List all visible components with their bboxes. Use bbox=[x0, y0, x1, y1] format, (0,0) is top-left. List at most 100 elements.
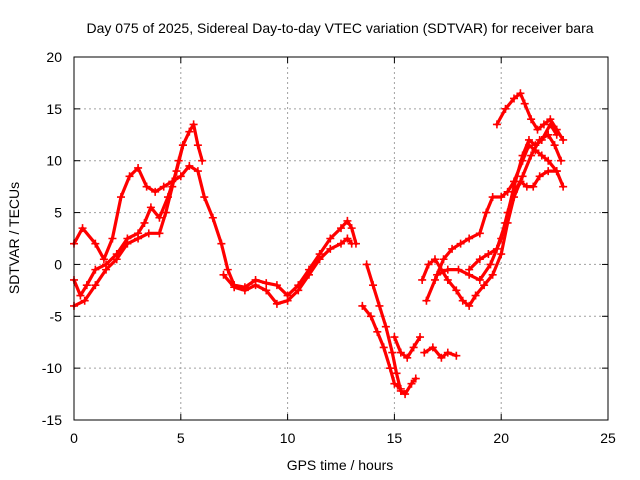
data-point bbox=[198, 156, 207, 165]
data-point bbox=[343, 234, 352, 243]
data-point bbox=[465, 265, 474, 274]
data-point bbox=[452, 286, 461, 295]
y-tick-label: -10 bbox=[42, 360, 62, 376]
data-point bbox=[443, 265, 452, 274]
data-point bbox=[492, 244, 501, 253]
data-point bbox=[418, 275, 427, 284]
series-sat-track-5 bbox=[362, 260, 420, 399]
data-point bbox=[520, 99, 529, 108]
data-point bbox=[465, 234, 474, 243]
data-point bbox=[78, 224, 87, 233]
data-point bbox=[208, 213, 217, 222]
data-point bbox=[428, 343, 437, 352]
data-point bbox=[347, 239, 356, 248]
data-point bbox=[456, 239, 465, 248]
data-point bbox=[373, 327, 382, 336]
data-point bbox=[200, 193, 209, 202]
data-point bbox=[452, 351, 461, 360]
data-point bbox=[411, 374, 420, 383]
data-point bbox=[82, 281, 91, 290]
data-point bbox=[531, 141, 540, 150]
data-point bbox=[516, 89, 525, 98]
data-point bbox=[151, 187, 160, 196]
y-tick-label: 15 bbox=[46, 101, 62, 117]
data-point bbox=[155, 229, 164, 238]
series-sat-track-6 bbox=[358, 301, 405, 393]
data-point bbox=[527, 151, 536, 160]
data-point bbox=[343, 216, 352, 225]
data-point bbox=[465, 301, 474, 310]
data-point bbox=[375, 301, 384, 310]
data-point bbox=[217, 239, 226, 248]
data-point bbox=[403, 353, 412, 362]
data-point bbox=[484, 250, 493, 259]
x-tick-label: 25 bbox=[600, 430, 616, 446]
data-point bbox=[409, 343, 418, 352]
x-tick-label: 10 bbox=[280, 430, 296, 446]
data-point bbox=[159, 182, 168, 191]
y-tick-label: 0 bbox=[54, 256, 62, 272]
y-tick-label: 5 bbox=[54, 205, 62, 221]
data-point bbox=[448, 244, 457, 253]
data-point bbox=[497, 250, 506, 259]
data-point bbox=[482, 208, 491, 217]
data-point bbox=[185, 161, 194, 170]
data-point bbox=[144, 229, 153, 238]
series-sat-track-1 bbox=[70, 161, 360, 300]
x-tick-label: 0 bbox=[70, 430, 78, 446]
data-point bbox=[161, 208, 170, 217]
data-point bbox=[492, 120, 501, 129]
data-point bbox=[443, 348, 452, 357]
data-point bbox=[458, 296, 467, 305]
axis-ticks: 0 5 10 15 20 25 -15 -10 -5 0 5 10 15 20 bbox=[42, 49, 616, 446]
data-point bbox=[510, 94, 519, 103]
y-axis-title: SDTVAR / TECUs bbox=[6, 182, 22, 294]
data-point bbox=[230, 283, 239, 292]
data-point bbox=[559, 182, 568, 191]
data-point bbox=[358, 301, 367, 310]
data-point bbox=[386, 364, 395, 373]
data-point bbox=[142, 182, 151, 191]
data-point bbox=[475, 255, 484, 264]
data-point bbox=[439, 255, 448, 264]
data-point bbox=[369, 281, 378, 290]
chart-title: Day 075 of 2025, Sidereal Day-to-day VTE… bbox=[86, 20, 593, 36]
data-point bbox=[272, 281, 281, 290]
data-point bbox=[416, 333, 425, 342]
data-point bbox=[193, 141, 202, 150]
series-sat-track-2 bbox=[70, 120, 207, 300]
series-sat-track-12 bbox=[492, 89, 568, 144]
data-point bbox=[550, 141, 559, 150]
data-point bbox=[516, 177, 525, 186]
data-point bbox=[537, 135, 546, 144]
plot-frame bbox=[73, 56, 609, 421]
series-sat-track-13 bbox=[465, 120, 561, 274]
data-point bbox=[108, 234, 117, 243]
data-point bbox=[407, 379, 416, 388]
x-tick-label: 20 bbox=[493, 430, 509, 446]
data-point bbox=[80, 296, 89, 305]
data-point bbox=[134, 234, 143, 243]
data-point bbox=[430, 255, 439, 264]
data-point bbox=[326, 244, 335, 253]
data-point bbox=[424, 260, 433, 269]
data-point bbox=[176, 172, 185, 181]
data-point bbox=[420, 348, 429, 357]
data-point bbox=[557, 156, 566, 165]
data-point bbox=[486, 260, 495, 269]
series-sat-track-8 bbox=[420, 343, 461, 362]
data-point bbox=[533, 125, 542, 134]
data-point bbox=[185, 127, 194, 136]
data-point bbox=[552, 130, 561, 139]
data-point bbox=[396, 384, 405, 393]
data-point bbox=[392, 369, 401, 378]
data-point bbox=[559, 135, 568, 144]
data-point bbox=[125, 172, 134, 181]
data-point bbox=[168, 182, 177, 191]
y-tick-label: -5 bbox=[50, 308, 63, 324]
data-point bbox=[381, 322, 390, 331]
data-point bbox=[437, 353, 446, 362]
x-tick-label: 5 bbox=[177, 430, 185, 446]
data-point bbox=[488, 193, 497, 202]
